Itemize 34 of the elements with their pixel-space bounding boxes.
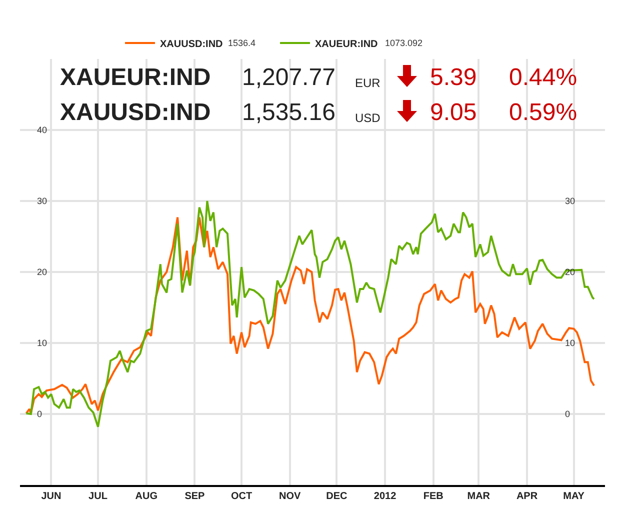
x-tick-label: MAR [467, 490, 491, 502]
annotation: XAUEUR:IND [60, 64, 211, 91]
annotation: 1,207.77 [242, 64, 336, 91]
y2-tick-label: 10 [565, 338, 576, 348]
x-tick-label: APR [516, 490, 538, 502]
legend-label: XAUUSD:IND [160, 38, 223, 50]
x-tick-label: SEP [184, 490, 206, 502]
x-tick-label: FEB [423, 490, 444, 502]
y-tick-label: 20 [37, 267, 48, 278]
annotation: 9.05 [430, 99, 477, 126]
x-tick-label: NOV [279, 490, 302, 502]
x-tick-label: OCT [230, 490, 252, 502]
x-tick-label: AUG [135, 490, 158, 502]
annotation: 0.59% [509, 99, 578, 126]
x-tick-label: JUN [41, 490, 62, 502]
y-tick-label: 40 [37, 125, 48, 136]
annotation: 0.44% [509, 64, 578, 91]
text: 1073.092 [385, 38, 423, 48]
y-tick-label: 10 [37, 338, 48, 348]
y2-tick-label: 0 [565, 409, 570, 420]
x-tick-label: JUL [88, 490, 108, 502]
y-tick-label: 30 [37, 196, 48, 206]
legend-label: XAUEUR:IND [315, 38, 378, 50]
x-tick-label: 2012 [374, 490, 397, 502]
annotation: XAUUSD:IND [60, 99, 211, 126]
y-tick-label: 0 [37, 409, 42, 420]
annotation: 5.39 [430, 64, 477, 91]
x-tick-label: MAY [563, 490, 585, 502]
x-tick-label: DEC [326, 490, 348, 502]
text: 1536.4 [228, 38, 256, 48]
y2-tick-label: 30 [565, 196, 576, 206]
annotation: EUR [355, 76, 381, 90]
annotation: 1,535.16 [242, 99, 336, 126]
annotation: USD [355, 111, 381, 125]
